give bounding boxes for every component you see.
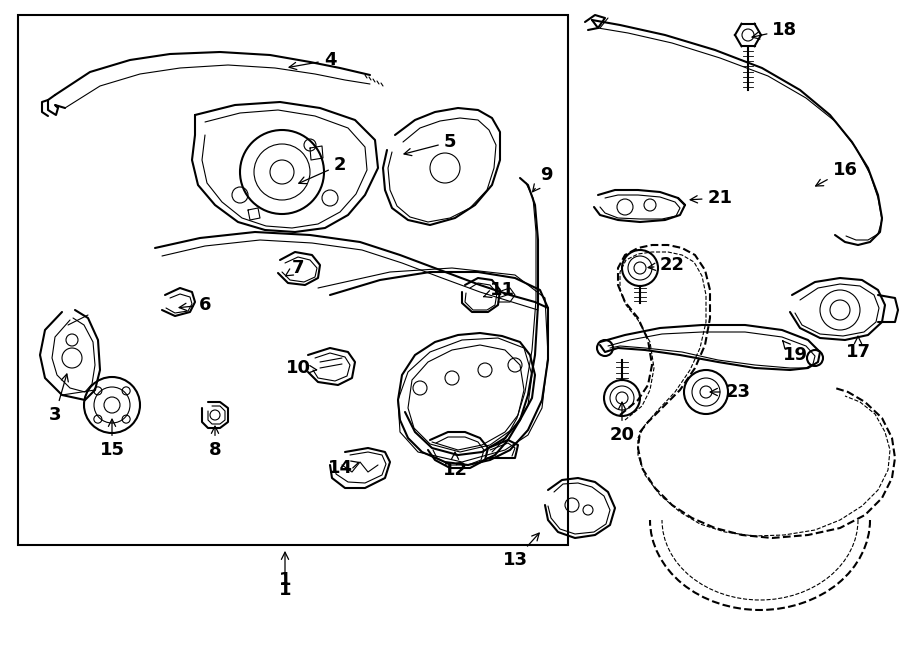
- Text: 5: 5: [404, 133, 456, 155]
- Text: 6: 6: [179, 296, 212, 314]
- Text: 21: 21: [690, 189, 733, 207]
- Text: 7: 7: [285, 259, 304, 277]
- Text: 1: 1: [279, 552, 292, 599]
- Text: 13: 13: [502, 533, 539, 569]
- Text: 16: 16: [815, 161, 858, 186]
- Text: 4: 4: [289, 51, 337, 69]
- Text: 8: 8: [209, 426, 221, 459]
- Text: 19: 19: [782, 341, 807, 364]
- Text: 10: 10: [285, 359, 317, 377]
- Text: 18: 18: [752, 21, 797, 39]
- Text: 17: 17: [845, 336, 870, 361]
- Text: 15: 15: [100, 419, 124, 459]
- Text: 2: 2: [299, 156, 346, 184]
- Text: 12: 12: [443, 452, 467, 479]
- Text: 9: 9: [533, 166, 553, 192]
- Text: 11: 11: [483, 281, 515, 299]
- Text: 3: 3: [49, 374, 68, 424]
- Text: 1: 1: [279, 571, 292, 589]
- Text: 23: 23: [710, 383, 751, 401]
- Text: 14: 14: [328, 459, 359, 477]
- Text: 20: 20: [609, 402, 634, 444]
- Bar: [18, 15, 568, 545]
- Text: 22: 22: [648, 256, 685, 274]
